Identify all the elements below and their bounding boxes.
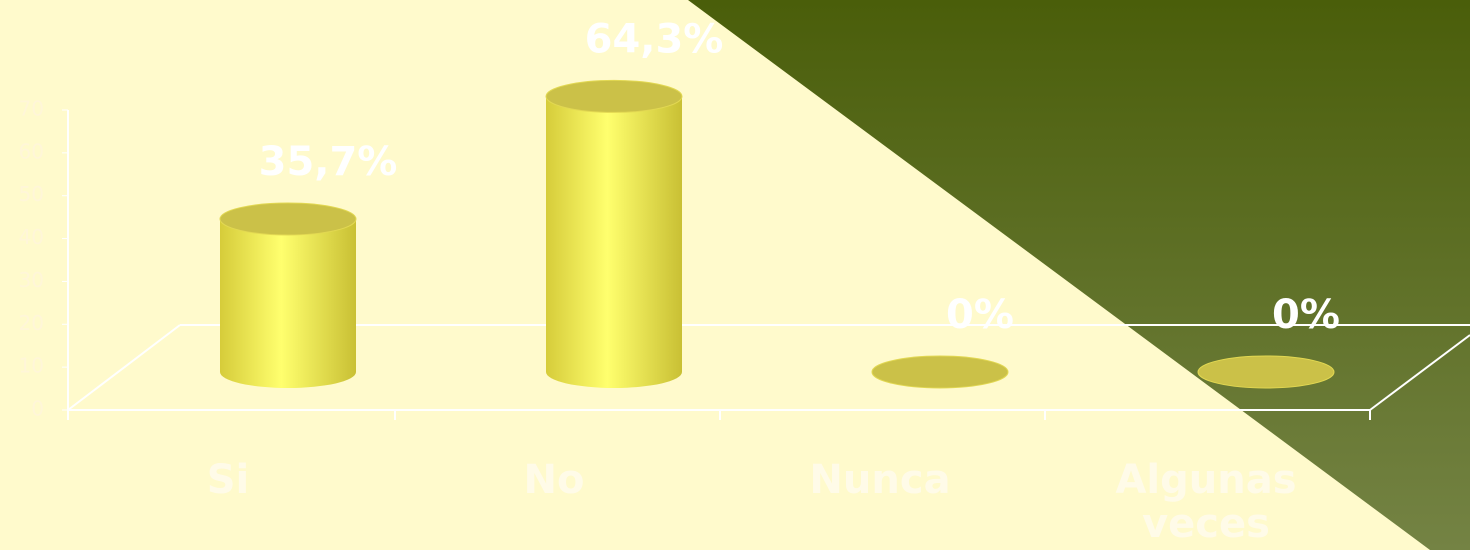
y-tick-label: 10	[19, 354, 44, 378]
x-tick-label: Algunas veces	[1115, 457, 1297, 547]
x-tick-label: No	[523, 457, 585, 503]
value-label: 0%	[1272, 292, 1340, 338]
cylinder-top	[871, 355, 1009, 389]
x-tick-label: Si	[206, 457, 250, 503]
value-label: 0%	[946, 292, 1014, 338]
cylinder-body	[546, 96, 682, 372]
corner-shape	[688, 0, 1470, 550]
y-tick-label: 50	[19, 182, 44, 206]
cylinder-top	[545, 79, 683, 113]
cylinder-top	[1197, 355, 1335, 389]
y-tick-label: 60	[19, 139, 44, 163]
value-label: 64,3%	[585, 16, 724, 62]
floor	[67, 110, 1470, 420]
y-tick-label: 40	[19, 225, 44, 249]
y-tick-label: 70	[19, 97, 44, 121]
y-tick-label: 0	[31, 397, 44, 421]
y-tick-label: 20	[19, 311, 44, 335]
value-label: 35,7%	[259, 139, 398, 185]
cylinder-top	[219, 202, 357, 236]
x-tick-label: Nunca	[809, 457, 951, 503]
y-tick-label: 30	[19, 268, 44, 292]
cylinder-body	[220, 219, 356, 372]
